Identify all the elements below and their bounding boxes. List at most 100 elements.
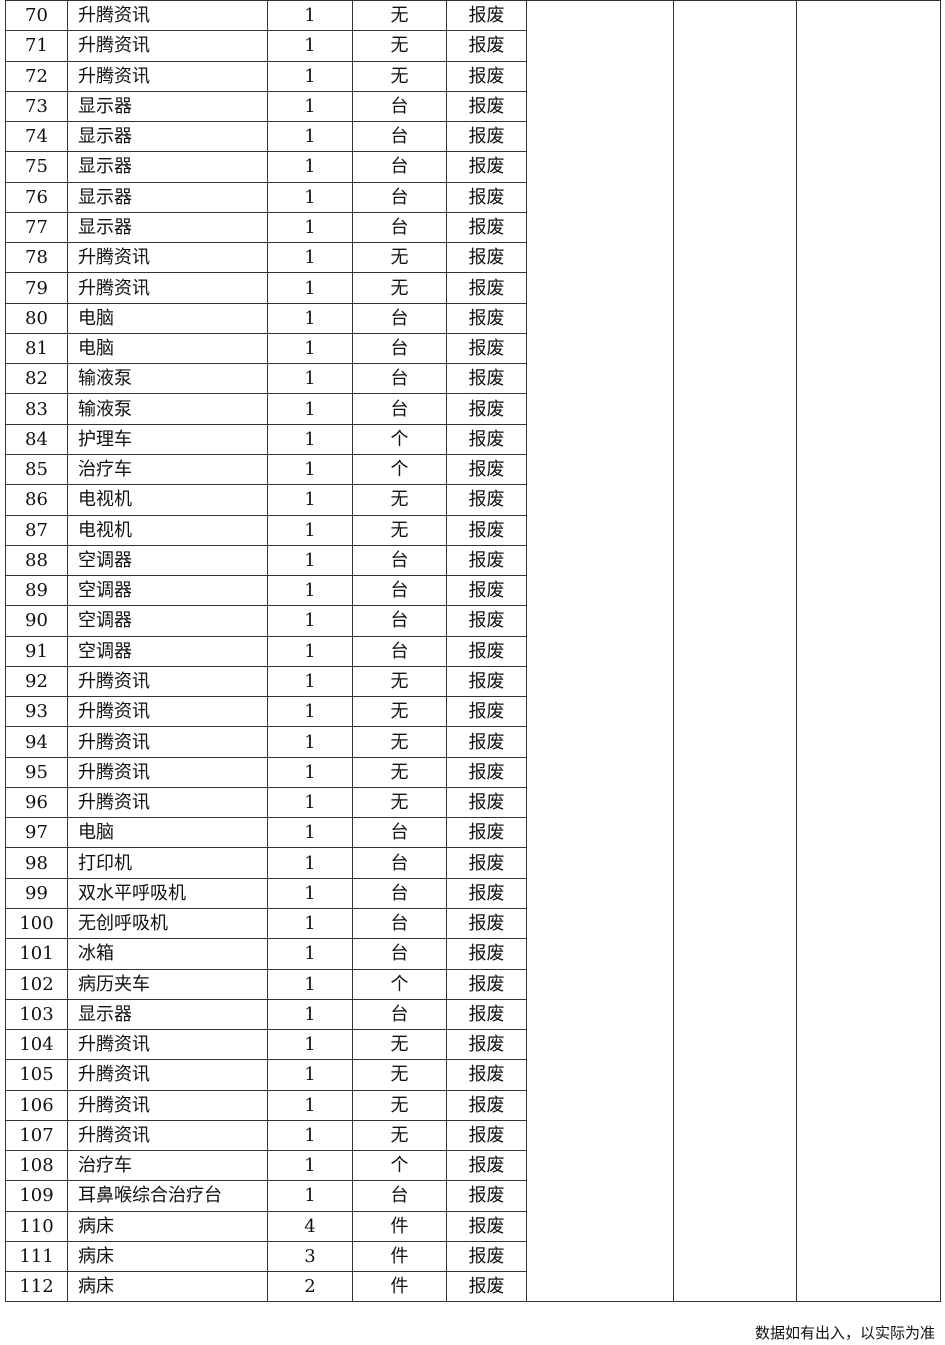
table-row: 83 输液泵 1 台报废 <box>5 393 941 425</box>
unit-cell: 台 <box>352 393 447 425</box>
status-cell: 报废 <box>446 1029 527 1061</box>
table-row: 98 打印机 1 台报废 <box>5 847 941 879</box>
table-row: 85 治疗车 1 个报废 <box>5 453 941 486</box>
row-number-cell: 102 <box>5 968 68 1000</box>
status-cell: 报废 <box>446 393 527 425</box>
row-number-cell: 74 <box>5 121 68 153</box>
blank-col-1 <box>526 0 674 1303</box>
item-name-cell: 无创呼吸机 <box>67 907 268 940</box>
row-number-cell: 87 <box>5 514 68 546</box>
table-row: 87 电视机 1 无报废 <box>5 514 941 546</box>
row-number-cell: 103 <box>5 998 68 1031</box>
row-number-cell: 92 <box>5 665 68 698</box>
item-name-cell: 升腾资讯 <box>67 0 268 32</box>
item-name-cell: 空调器 <box>67 605 268 637</box>
quantity-cell: 1 <box>267 938 353 970</box>
status-cell: 报废 <box>446 877 527 909</box>
status-cell: 报废 <box>446 756 527 788</box>
status-cell: 报废 <box>446 332 527 365</box>
item-name-cell: 升腾资讯 <box>67 30 268 62</box>
status-cell: 报废 <box>446 786 527 819</box>
table-row: 77 显示器 1 台报废 <box>5 211 941 244</box>
unit-cell: 台 <box>352 938 447 970</box>
status-cell: 报废 <box>446 60 527 92</box>
row-number-cell: 91 <box>5 635 68 667</box>
quantity-cell: 1 <box>267 1029 353 1061</box>
quantity-cell: 1 <box>267 544 353 577</box>
quantity-cell: 1 <box>267 30 353 62</box>
item-name-cell: 电脑 <box>67 817 268 849</box>
item-name-cell: 升腾资讯 <box>67 665 268 698</box>
status-cell: 报废 <box>446 938 527 970</box>
unit-cell: 台 <box>352 907 447 940</box>
item-name-cell: 显示器 <box>67 211 268 244</box>
unit-cell: 台 <box>352 575 447 607</box>
unit-cell: 无 <box>352 1089 447 1121</box>
item-name-cell: 显示器 <box>67 151 268 183</box>
unit-cell: 无 <box>352 1059 447 1091</box>
row-number-cell: 105 <box>5 1059 68 1091</box>
quantity-cell: 1 <box>267 0 353 32</box>
quantity-cell: 1 <box>267 60 353 92</box>
status-cell: 报废 <box>446 1089 527 1121</box>
status-cell: 报废 <box>446 968 527 1000</box>
table-row: 101 冰箱 1 台报废 <box>5 938 941 970</box>
quantity-cell: 1 <box>267 121 353 153</box>
item-name-cell: 电脑 <box>67 302 268 334</box>
blank-col-3 <box>796 0 941 1303</box>
unit-cell: 无 <box>352 242 447 274</box>
status-cell: 报废 <box>446 272 527 304</box>
quantity-cell: 1 <box>267 423 353 455</box>
status-cell: 报废 <box>446 817 527 849</box>
unit-cell: 无 <box>352 1119 447 1152</box>
status-cell: 报废 <box>446 726 527 758</box>
status-cell: 报废 <box>446 544 527 577</box>
table-row: 97 电脑 1 台报废 <box>5 817 941 849</box>
item-name-cell: 升腾资讯 <box>67 60 268 92</box>
status-cell: 报废 <box>446 998 527 1031</box>
quantity-cell: 1 <box>267 1119 353 1152</box>
item-name-cell: 升腾资讯 <box>67 726 268 758</box>
unit-cell: 无 <box>352 726 447 758</box>
quantity-cell: 3 <box>267 1240 353 1273</box>
quantity-cell: 1 <box>267 877 353 909</box>
row-number-cell: 106 <box>5 1089 68 1121</box>
row-number-cell: 98 <box>5 847 68 879</box>
quantity-cell: 1 <box>267 907 353 940</box>
item-name-cell: 空调器 <box>67 544 268 577</box>
item-name-cell: 升腾资讯 <box>67 1089 268 1121</box>
table-body: 70 升腾资讯 1 无报废 71 升腾资讯 1 无报废 72 升腾资讯 1 无报废 73 显示器 1 台报废 7… <box>5 0 941 1303</box>
row-number-cell: 85 <box>5 453 68 486</box>
row-number-cell: 97 <box>5 817 68 849</box>
status-cell: 报废 <box>446 423 527 455</box>
row-number-cell: 108 <box>5 1150 68 1182</box>
status-cell: 报废 <box>446 907 527 940</box>
quantity-cell: 1 <box>267 817 353 849</box>
status-cell: 报废 <box>446 1150 527 1182</box>
status-cell: 报废 <box>446 0 527 32</box>
item-name-cell: 升腾资讯 <box>67 756 268 788</box>
row-number-cell: 88 <box>5 544 68 577</box>
unit-cell: 台 <box>352 544 447 577</box>
unit-cell: 件 <box>352 1240 447 1273</box>
row-number-cell: 100 <box>5 907 68 940</box>
table-row: 88 空调器 1 台报废 <box>5 544 941 577</box>
item-name-cell: 电脑 <box>67 332 268 365</box>
status-cell: 报废 <box>446 484 527 516</box>
unit-cell: 台 <box>352 181 447 213</box>
row-number-cell: 111 <box>5 1240 68 1273</box>
asset-table: 70 升腾资讯 1 无报废 71 升腾资讯 1 无报废 72 升腾资讯 1 无报废 73 显示器 1 台报废 7… <box>5 0 941 1303</box>
item-name-cell: 显示器 <box>67 121 268 153</box>
status-cell: 报废 <box>446 211 527 244</box>
row-number-cell: 104 <box>5 1029 68 1061</box>
table-row: 112 病床 2 件报废 <box>5 1271 941 1303</box>
table-row: 107 升腾资讯 1 无报废 <box>5 1119 941 1152</box>
item-name-cell: 显示器 <box>67 90 268 123</box>
item-name-cell: 空调器 <box>67 635 268 667</box>
row-number-cell: 94 <box>5 726 68 758</box>
item-name-cell: 升腾资讯 <box>67 696 268 728</box>
unit-cell: 个 <box>352 453 447 486</box>
unit-cell: 无 <box>352 30 447 62</box>
row-number-cell: 95 <box>5 756 68 788</box>
quantity-cell: 1 <box>267 1059 353 1091</box>
